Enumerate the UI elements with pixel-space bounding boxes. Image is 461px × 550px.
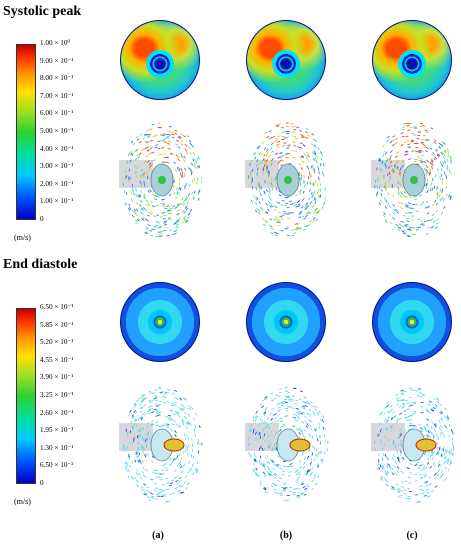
diastole-vector-field-b: [245, 387, 329, 501]
diastole-cross-section-b: [246, 282, 326, 362]
systolic-cross-section-c: [372, 20, 452, 100]
diastole-tick-label: 2.60 × 10⁻¹: [40, 408, 74, 417]
systolic-tick-label: 3.00 × 10⁻¹: [40, 162, 74, 171]
systolic-peak-title: Systolic peak: [3, 4, 82, 19]
column-label-a: (a): [152, 530, 164, 541]
diastole-tick-label: 3.90 × 10⁻¹: [40, 373, 74, 382]
systolic-tick-label: 9.00 × 10⁻¹: [40, 56, 74, 65]
diastole-cross-section-c: [372, 282, 452, 362]
systolic-colorbar: [16, 44, 36, 220]
diastole-tick-label: 4.55 × 10⁻¹: [40, 355, 74, 364]
diastole-tick-label: 6.50 × 10⁻¹: [40, 303, 74, 311]
diastole-tick-label: 6.50 × 10⁻²: [40, 461, 74, 470]
systolic-tick-label: 7.00 × 10⁻¹: [40, 91, 74, 100]
diastole-tick-label: 0: [40, 479, 44, 487]
column-label-b: (b): [279, 530, 293, 541]
diastole-tick-label: 5.20 × 10⁻¹: [40, 338, 74, 347]
end-diastole-title: End diastole: [3, 257, 78, 272]
column-label-c: (c): [406, 530, 418, 541]
systolic-vector-field-c: [371, 122, 453, 237]
systolic-unit-label: (m/s): [14, 233, 31, 242]
systolic-tick-label: 4.00 × 10⁻¹: [40, 144, 74, 153]
diastole-colorbar: [16, 308, 36, 484]
systolic-cross-section-b: [246, 20, 326, 100]
systolic-tick-label: 8.00 × 10⁻¹: [40, 74, 74, 83]
systolic-cross-section-a: [120, 20, 200, 100]
systolic-vector-field-b: [245, 122, 326, 237]
diastole-unit-label: (m/s): [14, 497, 31, 506]
diastole-tick-label: 5.85 × 10⁻¹: [40, 320, 74, 329]
systolic-tick-label: 1.00 × 10⁻¹: [40, 197, 74, 206]
diastole-tick-label: 1.95 × 10⁻¹: [40, 426, 74, 435]
systolic-tick-label: 1.00 × 10⁰: [40, 39, 71, 47]
systolic-vector-field-a: [119, 122, 203, 238]
systolic-tick-label: 0: [40, 215, 44, 223]
diastole-vector-field-a: [119, 386, 203, 503]
diastole-vector-field-c: [371, 387, 455, 503]
systolic-tick-label: 2.00 × 10⁻¹: [40, 179, 74, 188]
diastole-tick-label: 1.30 × 10⁻¹: [40, 443, 74, 452]
systolic-tick-label: 6.00 × 10⁻¹: [40, 109, 74, 118]
systolic-tick-label: 5.00 × 10⁻¹: [40, 127, 74, 135]
diastole-tick-label: 3.25 × 10⁻¹: [40, 391, 74, 399]
diastole-cross-section-a: [120, 282, 200, 362]
